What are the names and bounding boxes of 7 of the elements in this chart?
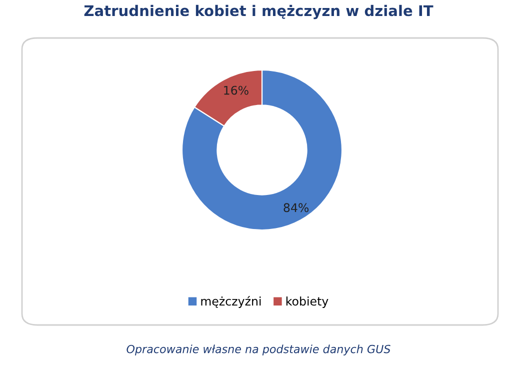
text: Opracowanie własne na podstawie danych GUS [126, 344, 390, 356]
data-label: 16% [224, 86, 248, 95]
legend-label: kobiety [286, 296, 328, 308]
donut-slice [181, 69, 343, 231]
legend-label: mężczyźni [201, 296, 261, 308]
data-label: 84% [284, 203, 309, 212]
chart-title: Zatrudnienie kobiet i mężczyzn w dziale IT [84, 4, 434, 20]
